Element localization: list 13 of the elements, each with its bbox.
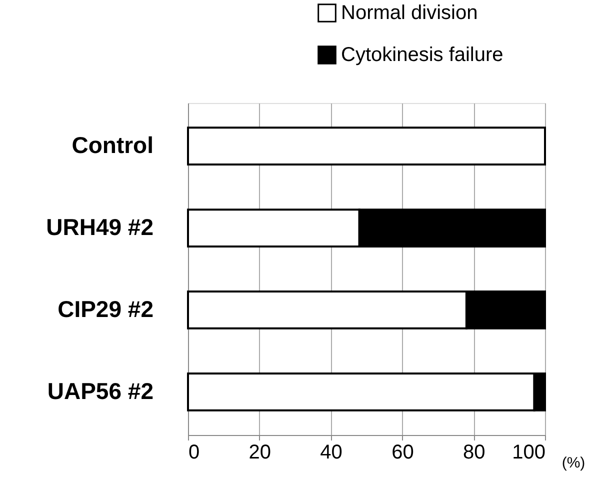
legend-label: Cytokinesis failure — [341, 44, 504, 66]
x-tick-label: 40 — [320, 442, 342, 464]
x-tick-label: 60 — [392, 442, 414, 464]
x-tick-label: 80 — [462, 442, 486, 464]
y-tick-label: UAP56 #2 — [47, 378, 154, 404]
legend-label: Normal division — [341, 2, 478, 24]
y-tick-label: CIP29 #2 — [58, 296, 154, 322]
x-tick-label: 100 — [512, 442, 546, 464]
x-axis-title: (%) — [562, 454, 586, 472]
y-tick-label: Control — [72, 132, 154, 158]
x-tick-label: 0 — [188, 442, 200, 464]
x-tick-label: 20 — [248, 442, 272, 464]
y-tick-label: URH49 #2 — [46, 214, 154, 240]
